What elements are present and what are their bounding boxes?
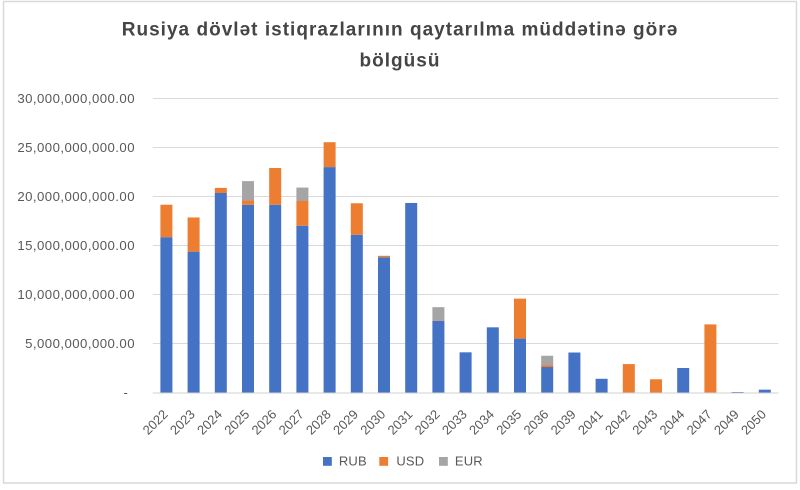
svg-text:15,000,000,000.00: 15,000,000,000.00	[17, 238, 135, 253]
svg-text:-: -	[123, 385, 127, 400]
svg-text:RUB: RUB	[339, 453, 367, 468]
svg-text:Rusiya dövlət istiqrazlarının: Rusiya dövlət istiqrazlarının qaytarılma…	[122, 20, 679, 41]
svg-text:30,000,000,000.00: 30,000,000,000.00	[17, 91, 135, 106]
svg-text:20,000,000,000.00: 20,000,000,000.00	[17, 189, 135, 204]
svg-text:USD: USD	[396, 453, 424, 468]
svg-text:5,000,000,000.00: 5,000,000,000.00	[25, 336, 135, 351]
svg-text:bölgüsü: bölgüsü	[359, 51, 440, 72]
svg-text:10,000,000,000.00: 10,000,000,000.00	[17, 287, 135, 302]
svg-text:EUR: EUR	[455, 453, 483, 468]
svg-text:25,000,000,000.00: 25,000,000,000.00	[17, 140, 135, 155]
